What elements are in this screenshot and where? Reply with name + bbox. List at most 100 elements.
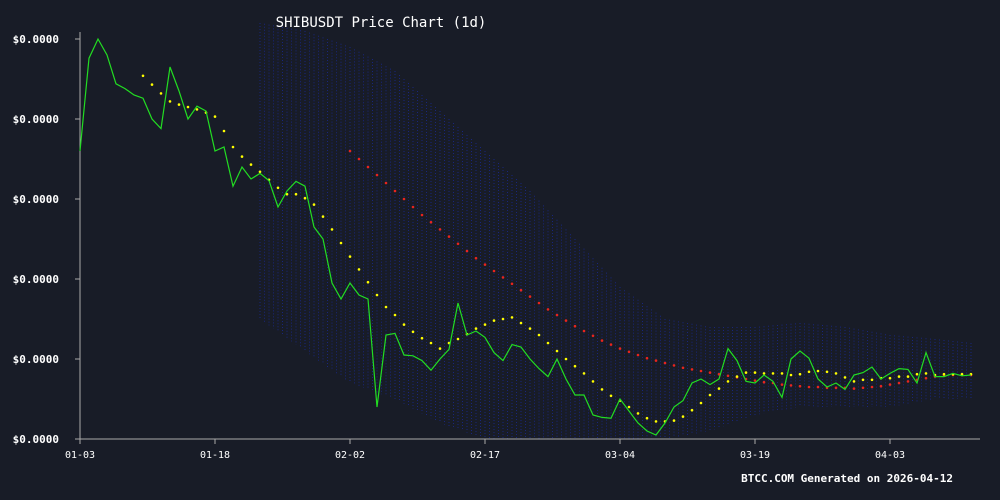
- ma-long-point: [762, 380, 766, 384]
- ma-long-point: [564, 319, 568, 322]
- ma-long-point: [897, 381, 901, 385]
- ma-short-point: [672, 419, 676, 422]
- ma-short-point: [753, 371, 757, 374]
- x-tick-label: 02-17: [470, 450, 500, 461]
- ma-long-point: [501, 276, 505, 279]
- ma-short-point: [924, 372, 928, 375]
- ma-short-point: [339, 241, 343, 245]
- ma-short-point: [735, 375, 739, 378]
- ma-short-point: [600, 388, 604, 391]
- ma-long-point: [834, 386, 838, 390]
- ma-long-point: [627, 350, 631, 354]
- y-tick-label: $0.0000: [13, 353, 59, 366]
- ma-long-point: [699, 369, 703, 373]
- ma-short-point: [798, 372, 802, 376]
- ma-long-point: [366, 165, 370, 169]
- x-tick-label: 03-04: [605, 450, 635, 461]
- price-line: [79, 37, 972, 436]
- ma-short-point: [159, 92, 163, 95]
- ma-short-point: [537, 333, 541, 337]
- ma-long-point: [447, 235, 451, 238]
- ma-long-point: [474, 256, 478, 260]
- y-tick-label: $0.0000: [13, 433, 59, 446]
- ma-long-point: [672, 364, 676, 367]
- ma-long-point: [393, 189, 397, 193]
- ma-short-point: [870, 378, 874, 382]
- ma-short-layer: [141, 74, 973, 423]
- ma-short-point: [249, 163, 253, 166]
- x-tick-label: 04-03: [875, 450, 905, 461]
- ma-short-point: [510, 316, 514, 319]
- y-tick-layer: $0.0000 $0.0000 $0.0000 $0.0000 $0.0000 $0.00…: [13, 33, 80, 446]
- ma-long-point: [483, 263, 487, 266]
- ma-long-point: [402, 197, 406, 201]
- ma-long-point: [519, 288, 523, 292]
- ma-long-point: [375, 173, 379, 177]
- ma-short-point: [771, 372, 775, 375]
- y-tick-label: $0.0000: [13, 113, 59, 126]
- ma-short-point: [519, 321, 523, 325]
- ma-short-point: [321, 215, 325, 218]
- ma-long-point: [753, 379, 757, 382]
- ma-short-point: [420, 336, 424, 340]
- ma-short-point: [213, 115, 217, 118]
- ma-long-point: [879, 384, 883, 388]
- ma-long-point: [870, 385, 874, 389]
- ma-long-point: [924, 376, 928, 380]
- y-tick-label: $0.0000: [13, 273, 59, 286]
- ma-short-point: [474, 327, 478, 330]
- ma-short-point: [501, 317, 505, 321]
- ma-short-point: [528, 327, 532, 330]
- ma-short-point: [852, 380, 856, 383]
- ma-long-point: [708, 371, 712, 374]
- ma-short-point: [456, 337, 460, 341]
- ma-long-point: [456, 242, 460, 246]
- ma-short-point: [906, 375, 910, 378]
- ma-short-point: [942, 372, 946, 376]
- y-tick-label: $0.0000: [13, 193, 59, 206]
- ma-short-point: [627, 405, 631, 409]
- ma-long-point: [384, 181, 388, 185]
- ma-long-point: [510, 282, 514, 286]
- ma-long-point: [537, 301, 541, 305]
- chart-footer: BTCC.COM Generated on 2026-04-12: [741, 472, 953, 485]
- ma-long-point: [789, 384, 793, 387]
- ma-short-point: [438, 347, 442, 350]
- ma-short-point: [402, 323, 406, 326]
- ma-long-point: [555, 313, 559, 317]
- x-tick-label: 02-02: [335, 450, 365, 461]
- ma-short-point: [150, 83, 154, 86]
- ma-short-point: [582, 372, 586, 375]
- ma-short-point: [222, 129, 226, 133]
- ma-short-point: [141, 74, 145, 78]
- ma-short-point: [285, 192, 289, 196]
- ma-short-point: [357, 268, 361, 271]
- ma-short-point: [492, 319, 496, 322]
- ma-short-point: [699, 401, 703, 405]
- ma-long-point: [663, 361, 667, 365]
- ma-short-point: [168, 100, 172, 103]
- ma-long-point: [861, 386, 865, 390]
- ma-long-point: [411, 205, 415, 209]
- ma-long-point: [420, 213, 424, 217]
- ma-long-point: [780, 383, 784, 386]
- ma-long-point: [492, 269, 496, 273]
- ma-short-point: [393, 313, 397, 317]
- ma-short-point: [645, 416, 649, 420]
- ma-short-point: [897, 375, 901, 378]
- ma-long-point: [357, 157, 361, 161]
- ma-long-point: [600, 339, 604, 342]
- ma-short-point: [888, 376, 892, 380]
- ma-short-point: [681, 415, 685, 418]
- ma-short-point: [258, 170, 262, 174]
- ma-short-point: [789, 373, 793, 377]
- ma-short-point: [816, 369, 820, 373]
- ma-short-point: [330, 228, 334, 231]
- ma-short-point: [861, 378, 865, 382]
- ma-long-point: [609, 343, 613, 346]
- ma-short-point: [483, 323, 487, 326]
- band-layer: [259, 23, 972, 439]
- ma-short-point: [960, 372, 964, 376]
- ma-short-point: [636, 412, 640, 415]
